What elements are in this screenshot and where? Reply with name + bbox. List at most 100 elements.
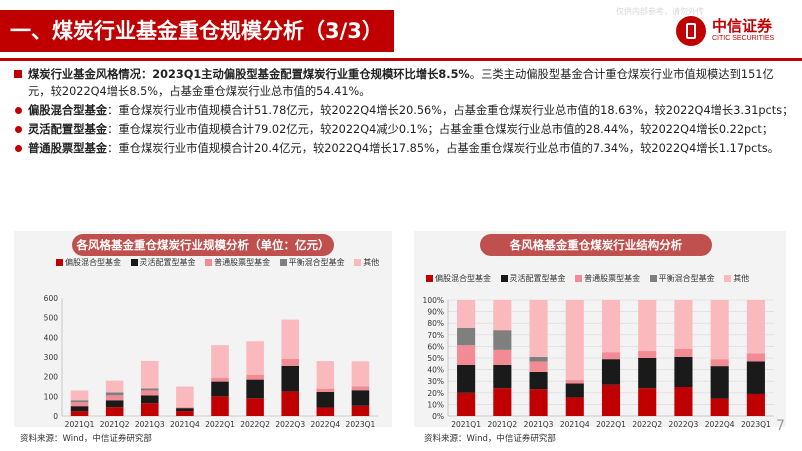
bullet-lead: 普通股票型基金 bbox=[28, 142, 108, 155]
bar-segment bbox=[246, 379, 264, 399]
bar-segment bbox=[638, 358, 657, 389]
bar-segment bbox=[529, 389, 548, 416]
legend-label: 灵活配置型基金 bbox=[509, 274, 566, 283]
x-tick-label: 2021Q3 bbox=[135, 420, 165, 429]
legend-swatch bbox=[205, 259, 213, 266]
y-tick-label: 90% bbox=[427, 308, 444, 317]
dot-bullet-icon bbox=[15, 107, 22, 114]
bar-segment bbox=[281, 319, 299, 359]
y-tick-label: 10% bbox=[427, 400, 444, 409]
y-tick-label: 500 bbox=[44, 314, 59, 323]
bar-segment bbox=[710, 398, 729, 416]
bar-segment bbox=[281, 391, 299, 416]
bullet-ordinary-stock: 普通股票型基金：重仓煤炭行业市值规模合计20.4亿元，较2022Q4增长17.8… bbox=[14, 140, 794, 157]
legend-item: 灵活配置型基金 bbox=[130, 257, 196, 268]
bar-segment bbox=[141, 390, 159, 396]
legend-swatch bbox=[500, 275, 508, 282]
bar-segment bbox=[281, 365, 299, 392]
x-tick-label: 2021Q3 bbox=[524, 420, 554, 429]
bar-segment bbox=[70, 406, 89, 412]
legend-swatch bbox=[426, 275, 433, 282]
bar-segment bbox=[565, 300, 584, 381]
bar-segment bbox=[457, 327, 476, 346]
bar-segment bbox=[141, 403, 159, 416]
bar-segment bbox=[141, 360, 159, 389]
legend-label: 普通股票型基金 bbox=[584, 274, 641, 283]
x-tick-label: 2021Q4 bbox=[560, 420, 590, 429]
bullet-text: ：重仓煤炭行业市值规模合计51.78亿元，较2022Q4增长20.56%，占基金… bbox=[107, 104, 794, 117]
bar-segment bbox=[351, 405, 370, 416]
x-tick-label: 2021Q1 bbox=[451, 420, 481, 429]
logo-text-en: CITIC SECURITIES bbox=[712, 35, 775, 42]
bullet-lead: 偏股混合型基金 bbox=[28, 104, 108, 117]
legend-item: 其他 bbox=[354, 257, 379, 268]
x-tick-label: 2021Q2 bbox=[100, 420, 130, 429]
citic-logo: 中信证券 CITIC SECURITIES bbox=[676, 14, 796, 50]
bar-segment bbox=[638, 351, 657, 358]
bar-segment bbox=[105, 392, 124, 396]
x-tick-label: 2021Q2 bbox=[487, 420, 517, 429]
bar-segment bbox=[674, 387, 693, 416]
y-tick-label: 80% bbox=[427, 319, 444, 328]
bullet-highlight: ：2023Q1主动偏股型基金配置煤炭行业重仓规模环比增长8.5% bbox=[140, 68, 470, 81]
bar-segment bbox=[316, 361, 335, 389]
bar-segment bbox=[211, 381, 229, 397]
bar-segment bbox=[316, 392, 335, 408]
bar-segment bbox=[246, 398, 264, 416]
dot-bullet-icon bbox=[15, 126, 22, 133]
bar-segment bbox=[674, 356, 693, 387]
bar-segment bbox=[493, 300, 512, 331]
bar-segment bbox=[710, 300, 729, 360]
x-tick-label: 2022Q4 bbox=[705, 420, 735, 429]
citic-logo-icon bbox=[676, 16, 706, 46]
y-tick-label: 300 bbox=[44, 353, 59, 362]
square-bullet-icon bbox=[14, 70, 22, 78]
bar-segment bbox=[351, 361, 370, 387]
bullet-lead: 煤炭行业基金风格情况 bbox=[28, 68, 141, 81]
bar-segment bbox=[105, 380, 124, 393]
bullet-partial-stock-hybrid: 偏股混合型基金：重仓煤炭行业市值规模合计51.78亿元，较2022Q4增长20.… bbox=[14, 102, 794, 119]
slide-header: 一、煤炭行业基金重仓规模分析（3/3） 仅供内部参考，请勿外传 中信证券 CIT… bbox=[0, 0, 802, 62]
y-tick-label: 60% bbox=[427, 342, 444, 351]
bar-segment bbox=[638, 300, 657, 352]
y-tick-label: 30% bbox=[427, 377, 444, 386]
bar-segment bbox=[638, 388, 657, 416]
bar-segment bbox=[529, 300, 548, 357]
bar-segment bbox=[211, 396, 229, 416]
title-bar: 一、煤炭行业基金重仓规模分析（3/3） bbox=[0, 10, 394, 52]
legend-item: 灵活配置型基金 bbox=[500, 273, 566, 284]
bar-segment bbox=[316, 407, 335, 416]
x-tick-label: 2022Q4 bbox=[310, 420, 340, 429]
bullet-text: ：重仓煤炭行业市值规模合计20.4亿元，较2022Q4增长17.85%，占基金重… bbox=[107, 142, 780, 155]
y-tick-label: 0% bbox=[432, 412, 444, 421]
page-title: 一、煤炭行业基金重仓规模分析（3/3） bbox=[10, 19, 383, 43]
bar-segment bbox=[105, 395, 124, 401]
page-number: 7 bbox=[776, 418, 785, 434]
legend-label: 偏股混合型基金 bbox=[65, 258, 121, 267]
bar-segment bbox=[316, 388, 335, 393]
y-tick-label: 20% bbox=[427, 389, 444, 398]
bar-segment bbox=[565, 380, 584, 384]
bar-segment bbox=[351, 390, 370, 406]
bar-segment bbox=[70, 402, 89, 407]
y-tick-label: 600 bbox=[44, 294, 59, 303]
bar-segment bbox=[746, 300, 765, 354]
bar-segment bbox=[529, 356, 548, 362]
right-stacked-percent-bar-chart: 0% 10% 20% 30% 40% 50% 60% 70% 80% 90% 100% 2021Q1 2… bbox=[423, 296, 774, 429]
legend-swatch bbox=[649, 275, 657, 282]
bar-segment bbox=[70, 411, 89, 416]
legend-swatch bbox=[724, 275, 732, 282]
x-tick-label: 2022Q1 bbox=[596, 420, 626, 429]
legend-item: 偏股混合型基金 bbox=[426, 273, 491, 284]
bar-segment bbox=[246, 374, 264, 380]
y-tick-label: 200 bbox=[44, 373, 59, 382]
bar-segment bbox=[601, 384, 621, 416]
legend-item: 普通股票型基金 bbox=[205, 257, 270, 268]
logo-text-cn: 中信证券 bbox=[712, 17, 773, 35]
bar-segment bbox=[211, 345, 229, 378]
bar-segment bbox=[105, 400, 124, 408]
y-tick-label: 70% bbox=[427, 331, 444, 340]
legend-swatch bbox=[130, 259, 138, 266]
legend-label: 普通股票型基金 bbox=[214, 258, 271, 267]
bar-segment bbox=[70, 400, 89, 403]
